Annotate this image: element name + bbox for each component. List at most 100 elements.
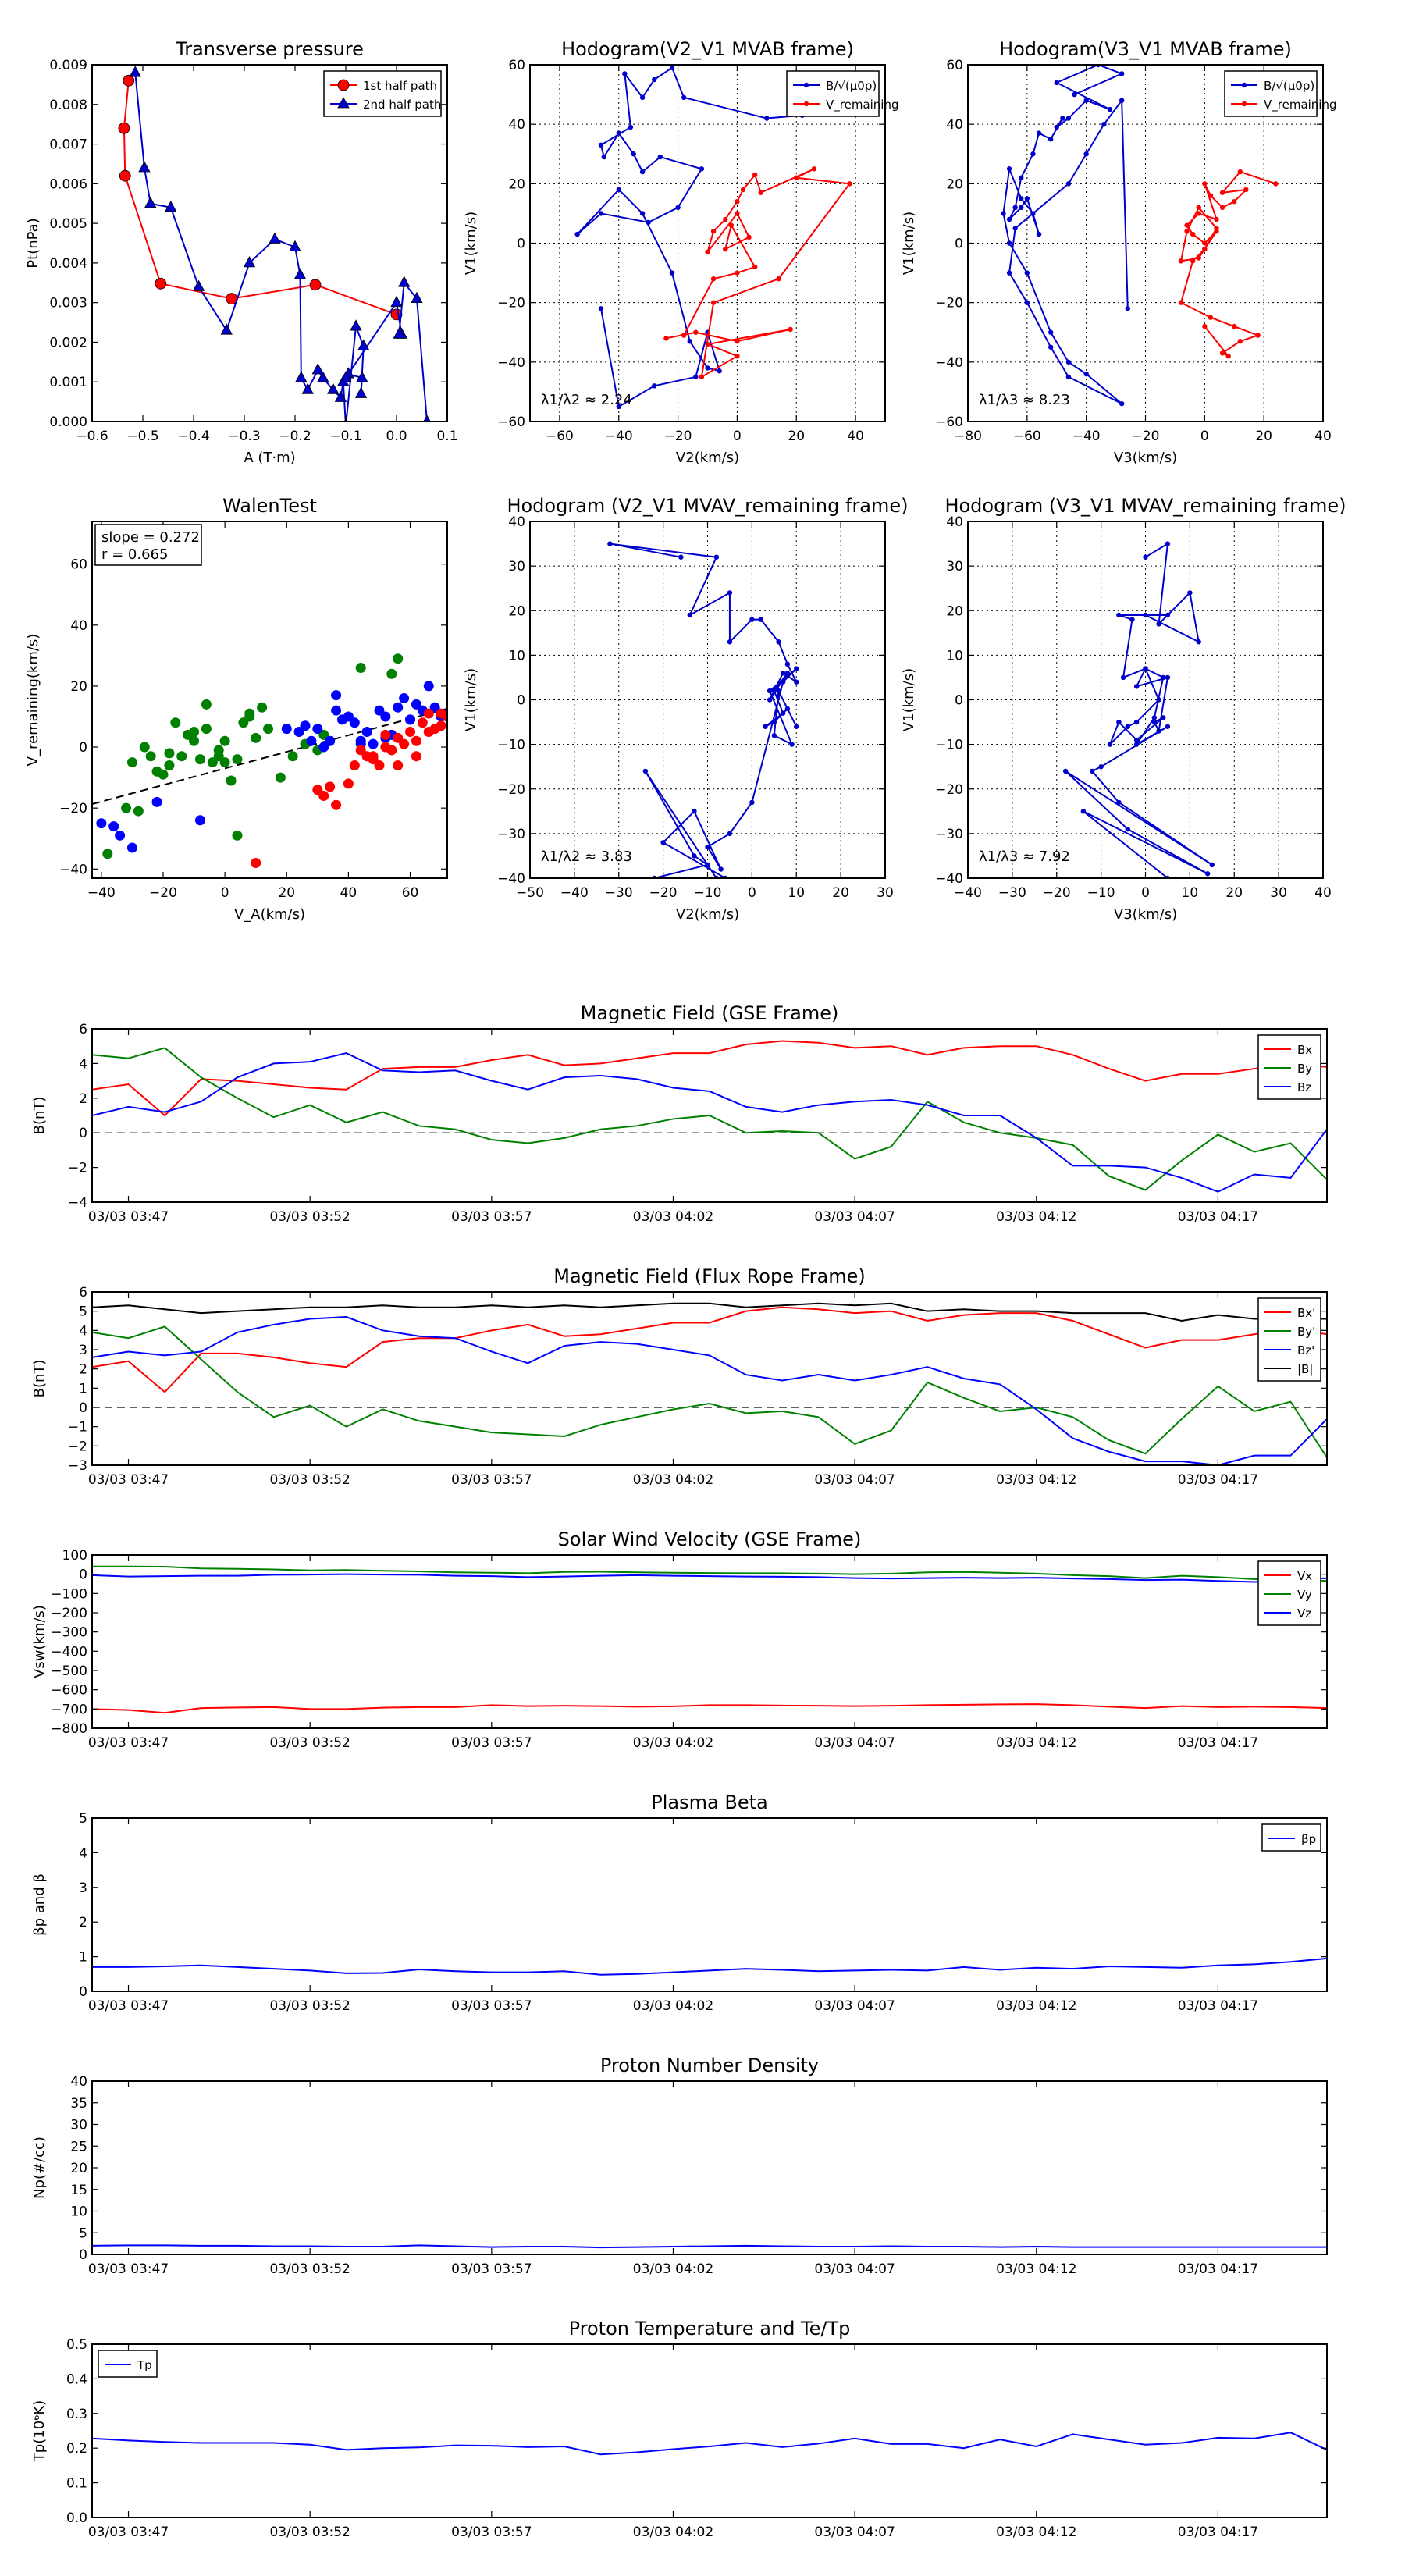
x-tick-label: 03/03 03:52 bbox=[269, 2524, 350, 2540]
x-tick-label: −10 bbox=[1087, 885, 1115, 901]
series-marker bbox=[1143, 612, 1148, 618]
scatter-point bbox=[201, 724, 212, 735]
series-line-0 bbox=[576, 66, 802, 408]
y-tick-label: 0 bbox=[79, 2247, 87, 2263]
x-tick-label: 40 bbox=[1314, 429, 1332, 444]
series-marker bbox=[1107, 742, 1113, 747]
series-marker bbox=[784, 706, 791, 712]
y-tick-label: −40 bbox=[59, 862, 87, 877]
x-axis-label: V_A(km/s) bbox=[234, 906, 305, 923]
y-axis-label: Np(#/cc) bbox=[31, 2137, 48, 2199]
x-tick-label: 40 bbox=[1314, 885, 1332, 901]
series-marker bbox=[1202, 323, 1208, 329]
series-marker bbox=[1202, 240, 1208, 246]
x-tick-label: −0.1 bbox=[329, 429, 361, 444]
series-marker bbox=[1006, 216, 1012, 222]
y-tick-label: −4 bbox=[68, 1195, 87, 1211]
scatter-point bbox=[399, 693, 410, 704]
series-line-1 bbox=[92, 1325, 1327, 1458]
y-tick-label: −20 bbox=[935, 782, 963, 798]
series-marker bbox=[334, 390, 347, 402]
series-marker bbox=[1083, 98, 1089, 103]
scatter-point bbox=[102, 849, 113, 859]
y-axis-label: Tp(10⁶K) bbox=[31, 2400, 48, 2462]
x-tick-label: 0 bbox=[221, 885, 229, 901]
slope-label: slope = 0.272 bbox=[101, 529, 200, 546]
scatter-point bbox=[405, 714, 416, 725]
series-marker bbox=[1054, 124, 1059, 130]
scatter-point bbox=[380, 711, 391, 722]
series-marker bbox=[616, 187, 621, 193]
series-marker bbox=[657, 154, 663, 160]
y-tick-label: 4 bbox=[79, 1056, 87, 1072]
x-tick-label: 0.0 bbox=[386, 429, 407, 444]
x-tick-label: −0.6 bbox=[76, 429, 108, 444]
y-tick-label: −30 bbox=[497, 827, 525, 842]
series-marker bbox=[1065, 374, 1072, 380]
series-marker bbox=[138, 161, 151, 173]
series-marker bbox=[340, 371, 352, 382]
x-tick-label: −20 bbox=[664, 429, 692, 444]
series-line-3 bbox=[92, 1302, 1327, 1322]
series-marker bbox=[1232, 323, 1237, 329]
x-tick-label: 30 bbox=[1270, 885, 1287, 901]
series-marker bbox=[639, 94, 646, 101]
series-marker bbox=[764, 116, 770, 121]
series-marker bbox=[669, 65, 675, 71]
y-tick-label: 0.004 bbox=[49, 256, 87, 272]
series-group bbox=[1062, 541, 1215, 878]
x-axis-label: V3(km/s) bbox=[1114, 906, 1177, 923]
x-tick-label: 03/03 03:52 bbox=[269, 2261, 350, 2277]
series-marker bbox=[129, 66, 141, 77]
series-marker bbox=[681, 333, 687, 338]
y-tick-label: −2 bbox=[68, 1439, 87, 1454]
series-marker bbox=[710, 229, 717, 234]
x-tick-label: 03/03 04:12 bbox=[996, 2524, 1076, 2540]
series-marker bbox=[1165, 612, 1171, 618]
series-marker bbox=[735, 270, 740, 276]
series-marker bbox=[295, 371, 308, 382]
legend: B/√(μ0ρ) V_remaining bbox=[1224, 70, 1337, 117]
chart-plasma-beta: Plasma Beta 03/03 03:47 03/03 03:52 03/03 0… bbox=[31, 1791, 1328, 2014]
series-marker bbox=[118, 122, 130, 134]
chart-title: WalenTest bbox=[222, 495, 317, 517]
series-marker bbox=[740, 187, 746, 193]
y-tick-label: −60 bbox=[497, 415, 525, 430]
series-group bbox=[92, 2432, 1327, 2456]
series-marker bbox=[727, 639, 733, 645]
series-marker bbox=[1178, 300, 1184, 305]
series-marker bbox=[776, 639, 781, 645]
series-marker bbox=[639, 211, 646, 216]
scatter-point bbox=[126, 757, 137, 768]
series-marker bbox=[1184, 222, 1190, 228]
series-marker bbox=[735, 198, 740, 205]
chart-frame bbox=[91, 521, 448, 879]
y-axis-label: βp and β bbox=[31, 1873, 48, 1936]
x-tick-label: 03/03 04:02 bbox=[633, 1735, 713, 1751]
x-tick-label: −40 bbox=[560, 885, 589, 901]
x-tick-label: −30 bbox=[605, 885, 633, 901]
x-tick-label: −10 bbox=[694, 885, 722, 901]
y-tick-label: 20 bbox=[946, 176, 963, 192]
legend-label: By bbox=[1297, 1062, 1312, 1076]
x-tick-label: 60 bbox=[402, 885, 419, 901]
series-marker bbox=[1165, 674, 1171, 681]
series-marker bbox=[752, 172, 758, 178]
series-marker bbox=[675, 205, 681, 210]
y-tick-label: −20 bbox=[497, 782, 525, 798]
legend: Tp bbox=[98, 2350, 158, 2378]
series-marker bbox=[1065, 181, 1072, 187]
scatter-point bbox=[355, 735, 366, 746]
series-marker bbox=[1156, 728, 1161, 734]
series-line-2 bbox=[92, 1052, 1327, 1193]
y-tick-label: 0.2 bbox=[66, 2441, 87, 2457]
series-marker bbox=[1006, 166, 1012, 172]
x-axis-label: A (T·m) bbox=[244, 450, 295, 466]
series-marker bbox=[749, 799, 755, 806]
scatter-point bbox=[139, 742, 150, 753]
legend: Bx' By' Bz' |B| bbox=[1257, 1297, 1321, 1382]
legend-label: By' bbox=[1297, 1325, 1315, 1339]
x-tick-label: 03/03 04:12 bbox=[996, 1735, 1076, 1751]
series-marker bbox=[155, 277, 167, 290]
series-marker bbox=[119, 169, 131, 182]
